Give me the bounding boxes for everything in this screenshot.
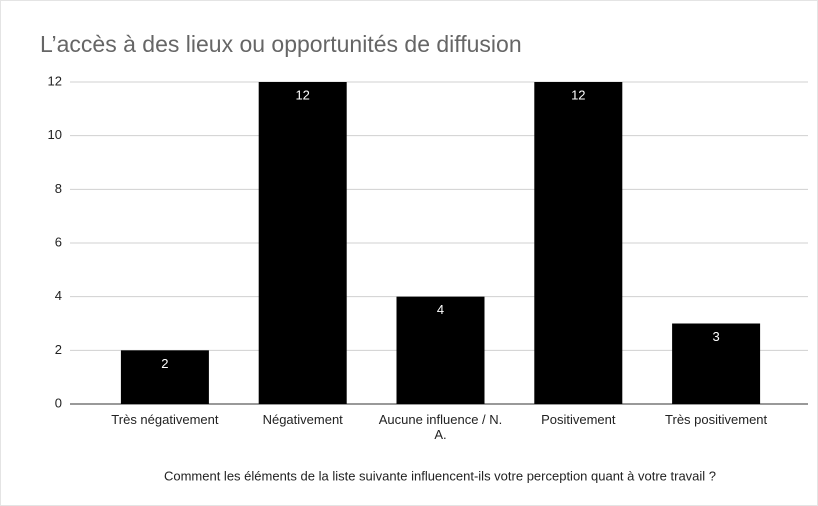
chart-title: L’accès à des lieux ou opportunités de d… [40,31,522,57]
x-tick-label: Très positivement [665,412,768,427]
data-label: 12 [295,87,309,102]
y-tick-label: 10 [48,127,62,142]
data-label: 12 [571,87,585,102]
x-tick-label: Positivement [541,412,616,427]
x-axis-title: Comment les éléments de la liste suivant… [164,468,716,483]
x-tick-label: Aucune influence / N. A. [378,412,503,442]
y-tick-label: 2 [55,342,62,357]
y-tick-label: 8 [55,181,62,196]
bar [534,82,623,404]
y-tick-label: 12 [48,73,62,88]
data-label: 4 [437,302,444,317]
bar [396,296,485,404]
bar [672,323,761,404]
y-tick-label: 6 [55,234,62,249]
bar [258,82,347,404]
data-label: 3 [712,329,719,344]
x-tick-label: Très négativement [111,412,219,427]
x-tick-label: Négativement [262,412,343,427]
y-tick-label: 0 [55,395,62,410]
y-tick-label: 4 [55,288,62,303]
bar [120,350,209,404]
data-label: 2 [161,356,168,371]
